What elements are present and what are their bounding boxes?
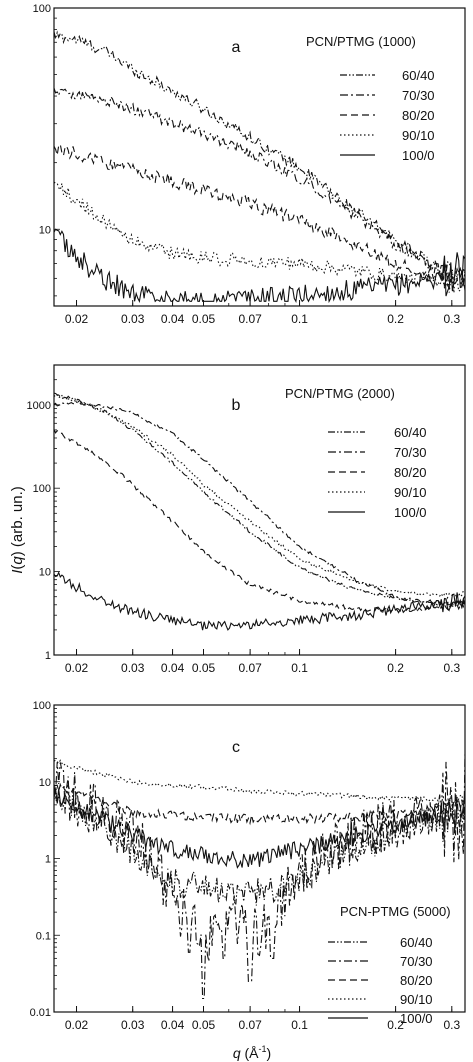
y-tick-label: 1000 <box>27 400 51 412</box>
x-tick-label: 0.02 <box>65 312 89 326</box>
legend-label: 90/10 <box>400 992 433 1007</box>
y-tick-label: 10 <box>39 224 51 236</box>
legend-label: 80/20 <box>400 973 433 988</box>
series-line-60-40 <box>54 787 465 906</box>
series-line-70-30 <box>54 401 465 609</box>
x-tick-label: 0.07 <box>238 1018 262 1032</box>
legend-label: 90/10 <box>394 485 427 500</box>
legend: PCN-PTMG (5000) 60/40 70/30 80/20 90/10 100/0 <box>328 904 451 1026</box>
x-tick-label: 0.02 <box>65 661 89 675</box>
x-tick-label: 0.05 <box>192 661 216 675</box>
legend-label: 100/0 <box>400 1011 433 1026</box>
y-tick-label: 1 <box>45 650 51 662</box>
legend-label: 60/40 <box>394 425 427 440</box>
legend-title: PCN/PTMG (2000) <box>285 386 395 401</box>
legend-label: 70/30 <box>402 88 435 103</box>
legend-label: 70/30 <box>394 445 427 460</box>
x-tick-label: 0.04 <box>161 661 185 675</box>
legend: PCN/PTMG (1000) 60/40 70/30 80/20 90/10 100/0 <box>306 34 435 163</box>
x-tick-label: 0.1 <box>291 312 308 326</box>
x-tick-label: 0.3 <box>443 312 460 326</box>
legend-label: 80/20 <box>394 465 427 480</box>
x-axis-label: q (Å-1) <box>233 1044 271 1061</box>
x-tick-label: 0.2 <box>387 1018 404 1032</box>
series-line-70-30 <box>54 753 465 1000</box>
y-tick-label: 100 <box>33 700 51 712</box>
x-tick-label: 0.05 <box>192 1018 216 1032</box>
plot-frame <box>53 364 466 656</box>
x-tick-label: 0.2 <box>387 312 404 326</box>
legend-label: 60/40 <box>400 935 433 950</box>
panel-label: a <box>232 39 241 56</box>
legend-title: PCN-PTMG (5000) <box>340 904 451 919</box>
legend-label: 70/30 <box>400 954 433 969</box>
y-tick-label: 10 <box>39 777 51 789</box>
x-tick-label: 0.05 <box>192 312 216 326</box>
x-tick-label: 0.1 <box>291 1018 308 1032</box>
y-tick-label: 10 <box>39 567 51 579</box>
y-tick-label: 100 <box>33 3 51 15</box>
legend-title: PCN/PTMG (1000) <box>306 34 416 49</box>
panel-label: c <box>232 739 240 756</box>
x-tick-label: 0.07 <box>238 312 262 326</box>
series-line-90-10 <box>54 759 465 806</box>
legend-label: 90/10 <box>402 128 435 143</box>
chart-panel-a: 0.02 0.03 0.04 0.05 0.07 0.1 0.2 0.3 10 100 a PCN/P… <box>33 3 466 326</box>
legend-label: 80/20 <box>402 108 435 123</box>
series-line-80-20 <box>54 143 465 291</box>
x-tick-label: 0.03 <box>121 1018 145 1032</box>
x-tick-label: 0.03 <box>121 661 145 675</box>
series-line-100-0 <box>54 571 465 631</box>
legend: PCN/PTMG (2000) 60/40 70/30 80/20 90/10 100/0 <box>285 386 427 520</box>
chart-panel-c: 0.02 0.03 0.04 0.05 0.07 0.1 0.2 0.3 0.01 0.1 1 10 1… <box>30 700 466 1032</box>
series-line-100-0 <box>54 228 465 304</box>
legend-label: 100/0 <box>394 505 427 520</box>
x-tick-label: 0.3 <box>443 661 460 675</box>
legend-label: 100/0 <box>402 148 435 163</box>
y-tick-label: 0.01 <box>30 1007 51 1019</box>
y-axis-label: I(q) (arb. un.) <box>9 486 26 574</box>
series-line-90-10 <box>54 394 465 600</box>
x-tick-label: 0.2 <box>387 661 404 675</box>
series-line-80-20 <box>54 429 465 614</box>
x-tick-label: 0.07 <box>238 661 262 675</box>
x-tick-label: 0.04 <box>161 312 185 326</box>
y-tick-label: 1 <box>45 854 51 866</box>
x-tick-label: 0.1 <box>291 661 308 675</box>
panel-label: b <box>232 397 241 414</box>
series-line-90-10 <box>54 181 465 294</box>
y-tick-label: 100 <box>33 483 51 495</box>
legend-label: 60/40 <box>402 68 435 83</box>
series-line-60-40 <box>54 392 465 607</box>
y-tick-label: 0.1 <box>36 930 51 942</box>
x-tick-label: 0.03 <box>121 312 145 326</box>
x-tick-label: 0.02 <box>65 1018 89 1032</box>
x-tick-label: 0.3 <box>443 1018 460 1032</box>
series-line-100-0 <box>54 788 465 869</box>
series-line-80-20 <box>54 782 465 826</box>
series-line-70-30 <box>54 87 465 284</box>
x-tick-label: 0.04 <box>161 1018 185 1032</box>
series-line-60-40 <box>54 30 465 285</box>
plot-frame <box>53 7 466 307</box>
chart-panel-b: 0.02 0.03 0.04 0.05 0.07 0.1 0.2 0.3 1 10 100 1000 b… <box>27 364 466 675</box>
